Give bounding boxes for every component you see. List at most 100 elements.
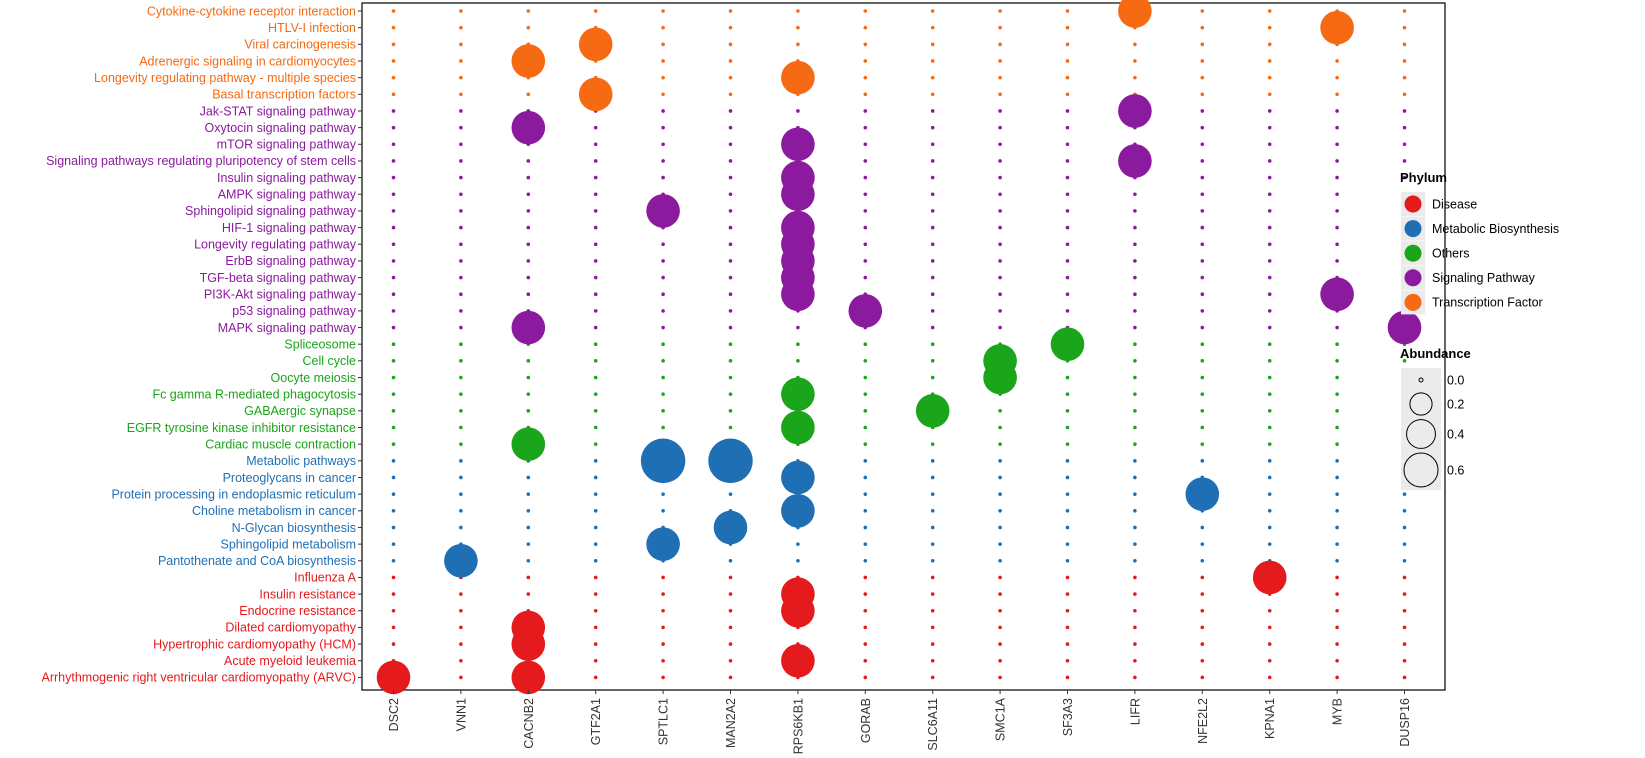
grid-dot bbox=[1065, 75, 1070, 80]
grid-dot bbox=[1200, 259, 1205, 263]
grid-dot bbox=[459, 309, 463, 313]
grid-dot bbox=[1335, 259, 1339, 263]
grid-dot bbox=[998, 542, 1002, 546]
y-label-insulin-signaling-pathway: Insulin signaling pathway bbox=[217, 171, 357, 185]
grid-dot bbox=[1402, 9, 1407, 13]
legend-swatch-signaling-pathway bbox=[1404, 269, 1422, 287]
grid-dot bbox=[1267, 525, 1272, 530]
x-axis-labels: DSC2 VNN1 CACNB2 GTF2A1 SPTLC1 MAN2A2 RPS6KB1 G… bbox=[387, 690, 1412, 754]
grid-dot bbox=[1065, 375, 1070, 380]
x-label-kpna1: KPNA1 bbox=[1263, 698, 1277, 739]
grid-dot bbox=[863, 675, 868, 680]
grid-dot bbox=[1402, 75, 1407, 80]
grid-dot bbox=[863, 542, 868, 546]
grid-dot bbox=[863, 392, 868, 396]
grid-dot bbox=[930, 375, 935, 380]
grid-dot bbox=[661, 342, 665, 347]
grid-dot bbox=[1267, 325, 1272, 330]
point-rps6kb1-ampk-signaling-pathway bbox=[781, 177, 815, 212]
grid-dot bbox=[593, 175, 598, 180]
x-label-lifr: LIFR bbox=[1128, 698, 1142, 725]
point-dusp16-mapk-signaling-pathway bbox=[1387, 310, 1422, 345]
grid-dot bbox=[998, 309, 1002, 313]
grid-dot bbox=[459, 142, 463, 147]
grid-dot bbox=[391, 9, 396, 13]
grid-dot bbox=[930, 325, 935, 330]
grid-dot bbox=[998, 109, 1002, 113]
grid-dot bbox=[391, 242, 396, 247]
grid-dot bbox=[1133, 259, 1137, 263]
grid-dot bbox=[998, 592, 1002, 596]
grid-dot bbox=[1065, 442, 1070, 446]
grid-dot bbox=[391, 42, 396, 47]
grid-dot bbox=[998, 558, 1002, 563]
grid-dot bbox=[661, 575, 665, 580]
grid-dot bbox=[930, 192, 935, 197]
y-label-dilated-cardiomyopathy: Dilated cardiomyopathy bbox=[225, 621, 356, 635]
grid-dot bbox=[1065, 259, 1070, 263]
grid-dot bbox=[661, 242, 665, 247]
grid-dot bbox=[661, 509, 665, 513]
point-gtf2a1-basal-transcription-factors bbox=[578, 77, 613, 112]
grid-dot bbox=[1267, 658, 1272, 663]
grid-dot bbox=[1200, 125, 1205, 130]
grid-dot bbox=[391, 175, 396, 180]
y-label-adrenergic-signaling-in-cardiomyocytes: Adrenergic signaling in cardiomyocytes bbox=[139, 54, 356, 68]
grid-dot bbox=[526, 225, 531, 230]
y-label-signaling-pathways-regulating-pluripotency-of-stem-cells: Signaling pathways regulating pluripoten… bbox=[46, 154, 356, 168]
grid-dot bbox=[796, 109, 800, 113]
data-points bbox=[376, 0, 1422, 695]
grid-dot bbox=[863, 375, 868, 380]
grid-dot bbox=[1200, 292, 1205, 297]
grid-dot bbox=[1200, 142, 1205, 147]
grid-dot bbox=[1335, 592, 1339, 596]
grid-dot bbox=[930, 359, 935, 363]
grid-dot bbox=[1200, 608, 1205, 613]
grid-dot bbox=[459, 125, 463, 130]
grid-dot bbox=[1335, 225, 1339, 230]
grid-dot bbox=[593, 209, 598, 213]
grid-dot bbox=[728, 142, 733, 147]
grid-dot bbox=[593, 575, 598, 580]
grid-dot bbox=[1133, 558, 1137, 563]
grid-dot bbox=[1200, 675, 1205, 680]
legend-size-circle-0-0 bbox=[1418, 377, 1424, 383]
grid-dot bbox=[526, 575, 531, 580]
grid-dot bbox=[998, 675, 1002, 680]
grid-dot bbox=[391, 492, 396, 496]
grid-dot bbox=[526, 275, 531, 280]
grid-dot bbox=[863, 575, 868, 580]
y-label-gabaergic-synapse: GABAergic synapse bbox=[244, 404, 356, 418]
grid-dot bbox=[1402, 592, 1407, 596]
grid-dot bbox=[1065, 625, 1070, 630]
grid-dot bbox=[391, 642, 396, 646]
grid-dot bbox=[1200, 658, 1205, 663]
point-lifr-signaling-pathways-regulating-pluripotency-of-stem-cells bbox=[1118, 144, 1152, 178]
grid-dot bbox=[1200, 325, 1205, 330]
grid-dot bbox=[593, 309, 598, 313]
grid-dot bbox=[1335, 175, 1339, 180]
grid-dot bbox=[863, 9, 868, 13]
grid-dot bbox=[1200, 625, 1205, 630]
grid-dot bbox=[1335, 575, 1339, 580]
grid-dot bbox=[1200, 309, 1205, 313]
grid-dot bbox=[1267, 75, 1272, 80]
grid-dot bbox=[863, 425, 868, 430]
y-label-mtor-signaling-pathway: mTOR signaling pathway bbox=[217, 138, 357, 152]
legend-swatch-disease bbox=[1404, 195, 1422, 213]
grid-dot bbox=[661, 642, 665, 646]
y-label-cell-cycle: Cell cycle bbox=[303, 354, 357, 368]
grid-dot bbox=[728, 492, 733, 496]
grid-dot bbox=[1267, 459, 1272, 463]
grid-dot bbox=[1133, 409, 1137, 413]
grid-dot bbox=[593, 409, 598, 413]
grid-dot bbox=[391, 59, 396, 63]
grid-dot bbox=[391, 275, 396, 280]
grid-dot bbox=[1200, 575, 1205, 580]
grid-dot bbox=[863, 125, 868, 130]
point-kpna1-influenza-a bbox=[1252, 560, 1287, 595]
grid-dot bbox=[1267, 425, 1272, 430]
grid-dot bbox=[391, 75, 396, 80]
grid-dot bbox=[459, 9, 463, 13]
grid-dot bbox=[1133, 542, 1137, 546]
